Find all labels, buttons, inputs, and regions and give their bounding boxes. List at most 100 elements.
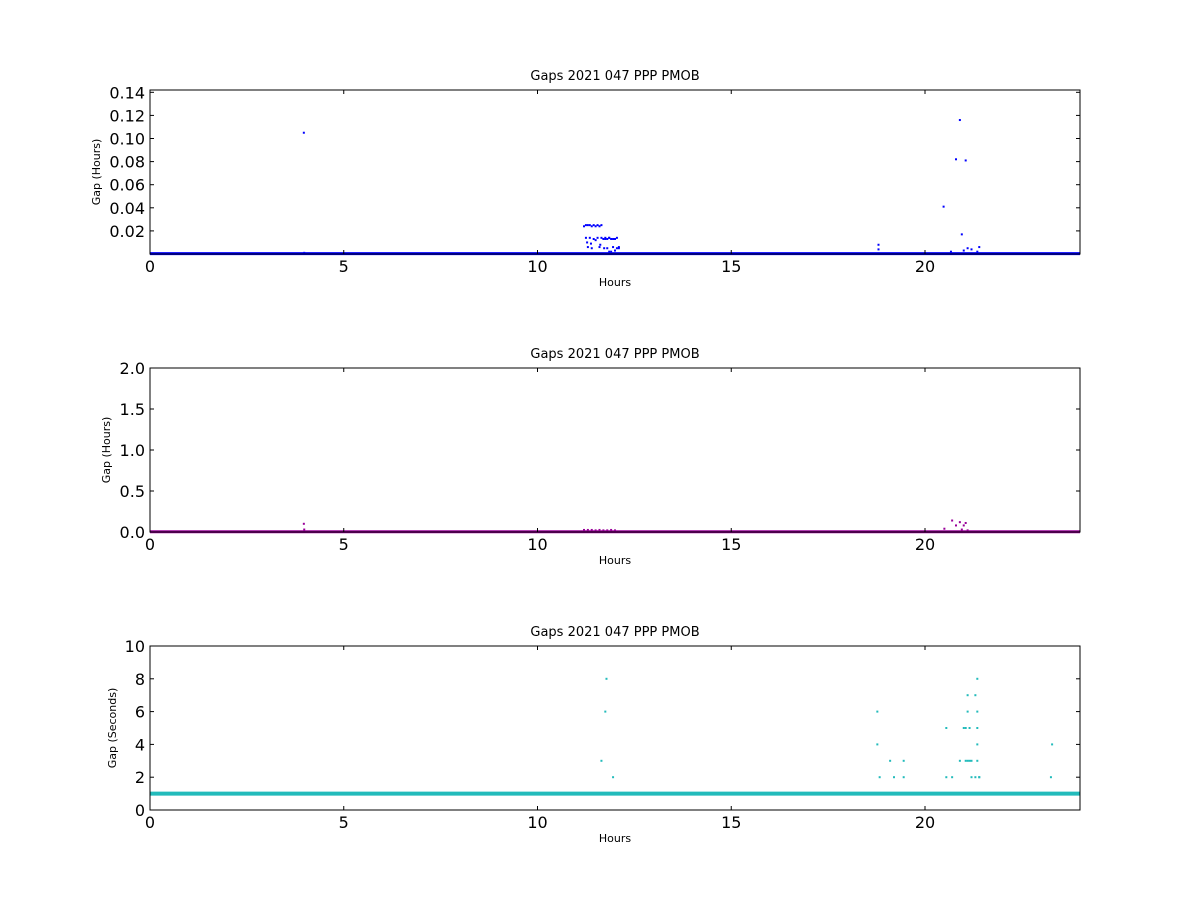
data-point — [964, 759, 967, 762]
data-point — [962, 249, 965, 252]
data-point — [614, 237, 616, 240]
data-point — [589, 242, 592, 245]
data-point — [964, 159, 967, 162]
data-point — [586, 241, 589, 244]
y-tick-label: 0.0 — [120, 523, 145, 542]
x-tick-label: 5 — [339, 535, 349, 554]
data-point — [598, 246, 601, 249]
data-point — [606, 529, 609, 532]
y-tick-label: 2 — [135, 768, 145, 787]
data-point — [951, 519, 954, 522]
chart-3: 0 5 10 15 20 0 2 4 6 8 10 Gaps 2021 047 PPP PMOB Hou… — [106, 625, 1081, 845]
data-point — [960, 233, 963, 236]
data-point — [976, 727, 979, 729]
x-tick-label: 10 — [527, 257, 547, 276]
data-point — [586, 528, 589, 531]
data-point — [966, 247, 969, 250]
data-point — [590, 528, 593, 531]
x-tick-label: 15 — [721, 813, 741, 832]
data-point — [962, 727, 965, 729]
x-axis-label: Hours — [599, 832, 631, 845]
data-point — [945, 727, 948, 729]
data-point — [964, 727, 967, 729]
x-tick-label: 5 — [339, 813, 349, 832]
data-point — [617, 247, 620, 250]
data-point — [970, 248, 973, 251]
x-tick-label: 20 — [915, 257, 935, 276]
data-point — [958, 119, 961, 122]
data-point — [586, 246, 589, 249]
data-point — [610, 237, 613, 240]
y-tick-label: 0.08 — [109, 153, 145, 172]
x-tick-label: 10 — [527, 535, 547, 554]
chart-2: 0 5 10 15 20 0.0 0.5 1.0 1.5 2.0 Gaps 2021 047 PPP… — [100, 347, 1081, 567]
data-point — [592, 237, 595, 240]
plot-area — [149, 89, 1081, 255]
y-tick-label: 0 — [135, 801, 145, 820]
y-tick-label: 0.10 — [109, 130, 145, 149]
y-tick-label: 0.14 — [109, 83, 145, 102]
data-point — [600, 759, 603, 762]
data-point — [599, 243, 602, 246]
data-point — [876, 710, 879, 713]
data-point — [945, 776, 948, 779]
data-point — [588, 224, 591, 227]
y-tick-label: 0.04 — [109, 199, 145, 218]
data-point — [960, 528, 963, 531]
y-tick-label: 1.5 — [120, 400, 145, 419]
data-point — [614, 249, 616, 252]
data-point — [962, 524, 965, 527]
data-point — [942, 205, 945, 208]
y-tick-label: 10 — [125, 637, 145, 656]
data-point — [610, 250, 613, 253]
data-point — [878, 776, 881, 779]
y-tick-label: 0.02 — [109, 222, 145, 241]
data-point — [617, 246, 620, 249]
data-point — [598, 528, 601, 531]
data-point — [968, 759, 971, 762]
data-point — [596, 224, 599, 227]
data-point — [594, 529, 597, 532]
y-tick-label: 4 — [135, 735, 145, 754]
chart-title: Gaps 2021 047 PPP PMOB — [530, 347, 699, 362]
data-point — [612, 776, 615, 779]
data-point — [615, 247, 618, 250]
data-point — [584, 224, 587, 227]
data-point — [598, 225, 601, 228]
data-point — [877, 243, 880, 246]
x-axis-label: Hours — [599, 276, 631, 289]
data-point — [889, 759, 892, 762]
data-point — [592, 224, 595, 227]
data-point — [966, 710, 969, 713]
y-tick-label: 2.0 — [120, 359, 145, 378]
data-point — [303, 251, 306, 254]
x-tick-label: 0 — [145, 257, 155, 276]
charts-root: 0 5 10 15 200.020.040.060.080.100.120.14Gaps… — [90, 69, 1081, 845]
data-point — [606, 247, 609, 250]
data-point — [612, 237, 615, 240]
data-point — [602, 529, 605, 532]
data-point — [586, 224, 589, 227]
data-point — [976, 759, 979, 762]
data-point — [583, 225, 585, 228]
plot-area — [149, 645, 1081, 811]
data-point — [588, 236, 591, 239]
x-tick-label: 0 — [145, 535, 155, 554]
data-point — [964, 521, 967, 524]
data-point — [584, 236, 587, 239]
data-point — [610, 528, 613, 531]
data-point — [958, 759, 961, 762]
data-point — [612, 246, 615, 249]
data-point — [614, 529, 616, 532]
data-point — [603, 247, 606, 250]
y-tick-label: 8 — [135, 670, 145, 689]
data-point — [608, 250, 611, 253]
data-point — [594, 225, 597, 228]
data-point — [955, 524, 957, 527]
x-tick-label: 15 — [721, 257, 741, 276]
chart-1: 0 5 10 15 20 0.02 0.04 0.06 0.08 0.10 0.12 0.14 Gaps… — [90, 69, 1081, 289]
data-point — [976, 677, 979, 680]
data-point — [978, 776, 981, 779]
data-point — [949, 250, 952, 253]
x-tick-label: 0 — [145, 813, 155, 832]
